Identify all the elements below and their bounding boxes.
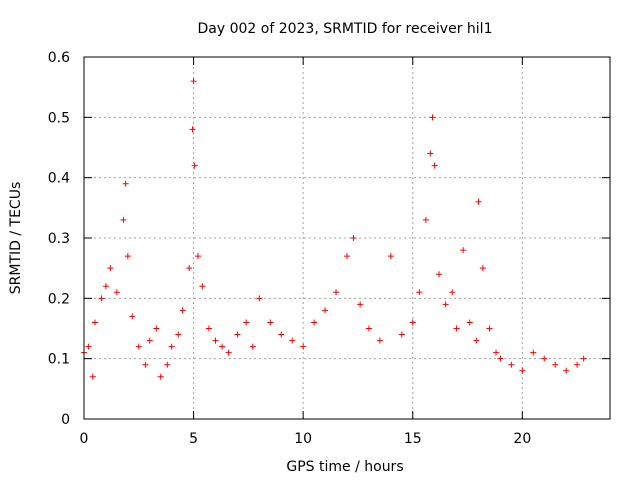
data-point [311,319,318,326]
data-point [449,289,456,296]
data-point [442,301,449,308]
y-axis-label: SRMTID / TECUs [8,182,24,295]
data-point [409,319,416,326]
data-point [453,325,460,332]
plot-frame [83,56,611,420]
data-point [212,337,219,344]
data-point [102,283,109,290]
data-point [186,265,193,272]
data-point [157,373,164,380]
grid [84,57,610,419]
data-point [473,337,480,344]
y-tick-label: 0 [61,412,70,428]
data-point [205,325,212,332]
data-point [563,367,570,374]
data-point [225,349,232,356]
data-point [179,307,186,314]
data-point [164,361,171,368]
data-point [85,343,92,350]
data-point [350,235,357,241]
data-point [256,295,263,302]
data-point [267,319,274,326]
data-point [416,289,423,296]
x-tick-label: 15 [404,431,422,447]
data-point [344,253,350,260]
data-point [508,361,515,368]
x-axis-label: GPS time / hours [286,459,403,475]
x-tick-label: 20 [513,431,531,447]
data-point [107,265,114,272]
data-point [124,253,131,260]
data-point [300,343,307,350]
data-point [422,216,429,223]
data-point [436,271,443,278]
data-point [120,216,127,223]
data-point [357,301,364,308]
y-tick-label: 0.4 [48,171,70,187]
data-point [541,355,548,362]
data-point [191,162,198,169]
x-tick-label: 5 [189,431,198,447]
data-point [234,331,241,338]
data-point [175,331,182,338]
data-point [89,373,96,380]
y-tick-label: 0.1 [48,352,70,368]
data-point [580,355,587,362]
data-point [365,325,372,332]
data-point [249,343,256,350]
data-point [552,361,559,368]
data-point [190,78,197,85]
y-tick-label: 0.3 [48,231,70,247]
data-point [243,319,250,326]
data-points [81,78,587,380]
data-point [146,337,153,344]
x-tick-label: 0 [80,431,89,447]
y-tick-label: 0.6 [48,50,70,66]
axis-ticks: 0 0.1 0.2 0.3 0.4 0.5 0.6 0 5 10 15 20 [48,50,610,447]
data-point [429,114,436,121]
data-point [519,367,526,374]
data-point [278,331,285,338]
data-point [153,325,160,332]
data-point [122,180,129,187]
data-point [333,289,340,296]
data-point [460,247,467,254]
data-point [493,349,500,356]
data-point [497,355,504,362]
data-point [91,319,98,326]
data-point [475,198,482,205]
data-point [189,126,196,133]
data-point [142,361,149,368]
data-point [199,283,206,290]
data-point [479,265,486,272]
data-point [427,150,434,157]
data-point [289,337,296,344]
data-point [129,313,136,320]
x-tick-label: 10 [294,431,312,447]
data-point [486,325,493,332]
data-point [113,289,120,296]
data-point [322,307,329,314]
data-point [466,319,473,326]
data-point [194,253,201,260]
y-tick-label: 0.5 [48,110,70,126]
data-point [98,295,105,302]
data-point [431,162,438,169]
data-point [387,253,394,260]
data-point [574,361,581,368]
chart-title: Day 002 of 2023, SRMTID for receiver hil… [198,21,493,37]
data-point [530,349,537,356]
data-point [135,343,142,350]
data-point [398,331,405,338]
data-point [376,337,383,344]
y-tick-label: 0.2 [48,291,70,307]
data-point [219,343,226,350]
data-point [168,343,175,350]
